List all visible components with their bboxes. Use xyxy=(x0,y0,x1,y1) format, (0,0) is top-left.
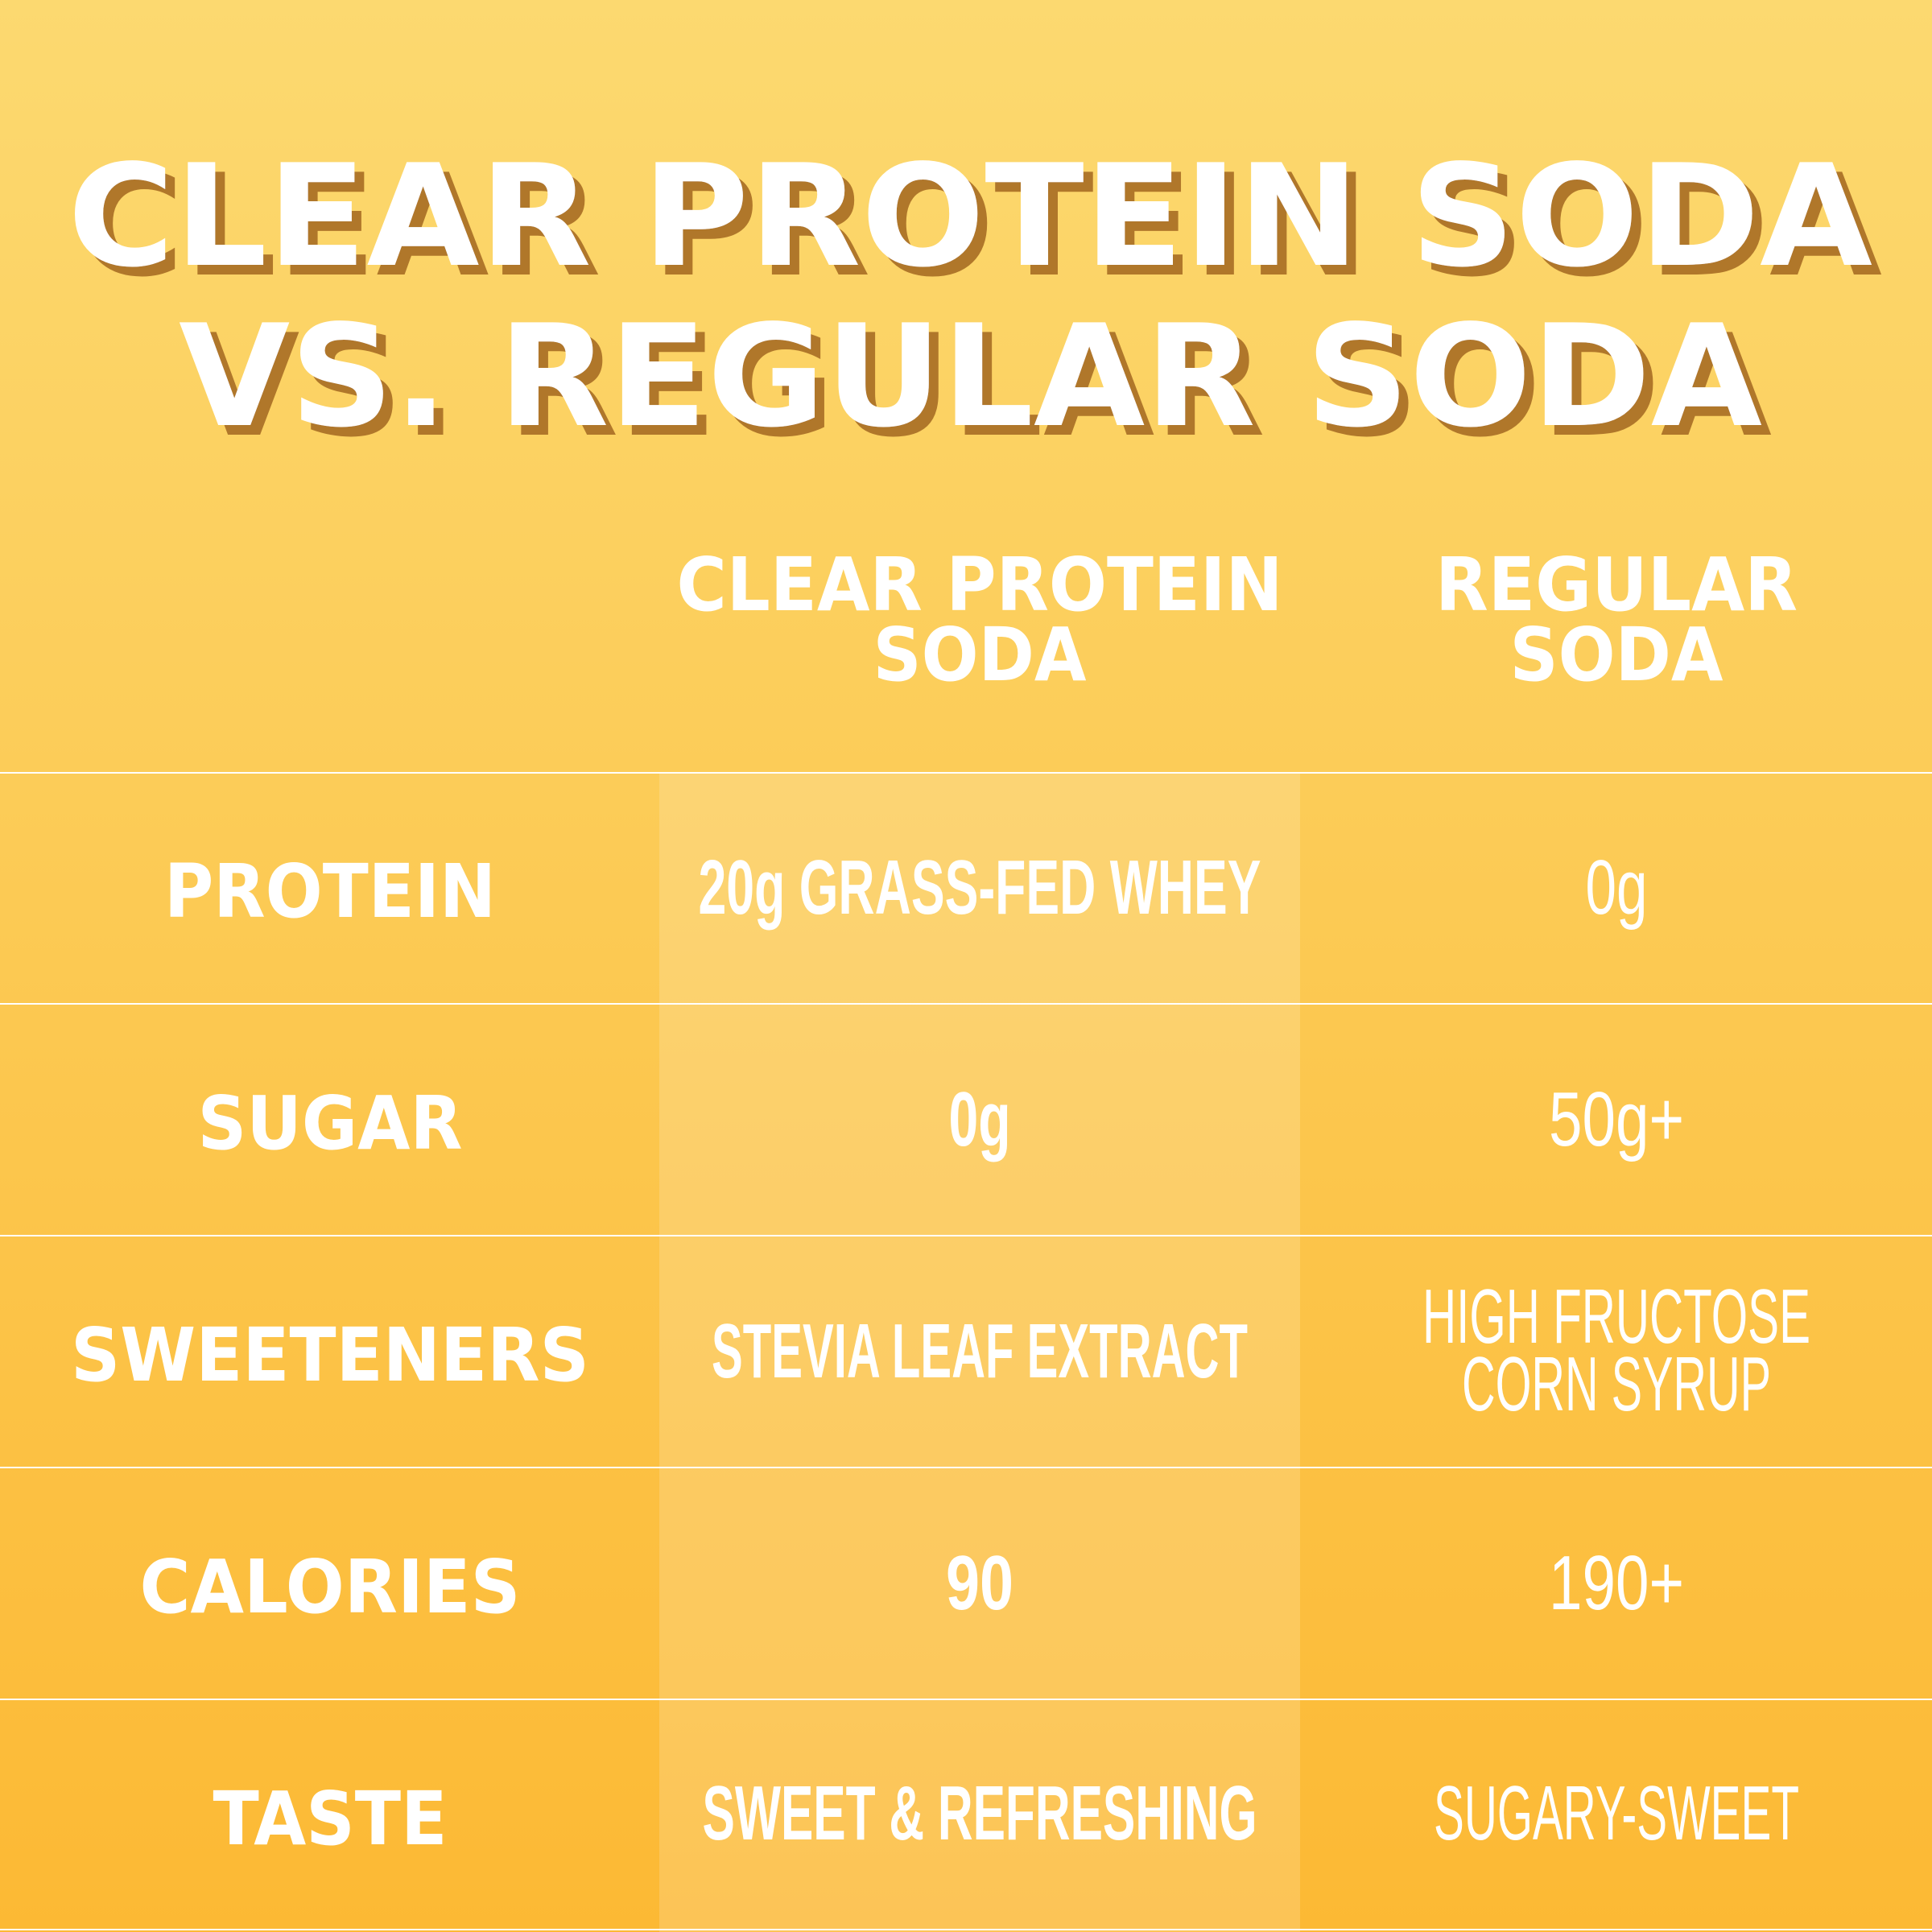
clear-value: STEVIA LEAF EXTRACT xyxy=(712,1308,1248,1394)
regular-value: HIGH FRUCTOSE xyxy=(1422,1274,1810,1360)
row-label: PROTEIN xyxy=(164,848,496,935)
clear-value: 0g xyxy=(949,1076,1011,1162)
row-label: CALORIES xyxy=(140,1544,521,1630)
row-dividers xyxy=(0,772,1932,1930)
table-row-sweeteners: SWEETENERS STEVIA LEAF EXTRACT HIGH FRUC… xyxy=(71,1274,1810,1427)
column-header-line: REGULAR xyxy=(1435,542,1798,628)
row-label: SUGAR xyxy=(198,1080,463,1166)
divider xyxy=(0,772,1932,774)
page-title: CLEAR PROTEIN SODA VS. REGULAR SODA xyxy=(68,135,1872,459)
table-row-sugar: SUGAR 0g 50g+ xyxy=(198,1076,1685,1166)
column-header-regular-soda: REGULAR SODA xyxy=(1435,542,1798,698)
clear-value: 20g GRASS-FED WHEY xyxy=(699,844,1261,931)
regular-value: SUGARY-SWEET xyxy=(1434,1770,1799,1856)
column-header-line: SODA xyxy=(1510,612,1724,698)
column-header-clear-protein-soda: CLEAR PROTEIN SODA xyxy=(677,542,1283,698)
column-header-line: SODA xyxy=(873,612,1087,698)
clear-value: SWEET & REFRESHING xyxy=(703,1770,1257,1856)
divider xyxy=(0,1699,1932,1700)
table-row-protein: PROTEIN 20g GRASS-FED WHEY 0g xyxy=(164,844,1648,935)
regular-value: 190+ xyxy=(1549,1540,1684,1626)
highlight-column xyxy=(659,773,1300,1932)
divider xyxy=(0,1929,1932,1930)
clear-value: 90 xyxy=(946,1540,1013,1626)
regular-value: 50g+ xyxy=(1549,1076,1684,1162)
divider xyxy=(0,1235,1932,1236)
regular-value: CORN SYRUP xyxy=(1462,1341,1771,1427)
divider xyxy=(0,1003,1932,1005)
table-row-taste: TASTE SWEET & REFRESHING SUGARY-SWEET xyxy=(213,1770,1800,1862)
title-line1: CLEAR PROTEIN SODA xyxy=(68,135,1872,299)
row-label: SWEETENERS xyxy=(71,1312,589,1398)
column-header-line: CLEAR PROTEIN xyxy=(677,542,1283,628)
row-label: TASTE xyxy=(213,1776,448,1862)
divider xyxy=(0,1467,1932,1468)
table-row-calories: CALORIES 90 190+ xyxy=(140,1540,1685,1630)
title-line2: VS. REGULAR SODA xyxy=(179,295,1762,459)
regular-value: 0g xyxy=(1586,844,1648,931)
